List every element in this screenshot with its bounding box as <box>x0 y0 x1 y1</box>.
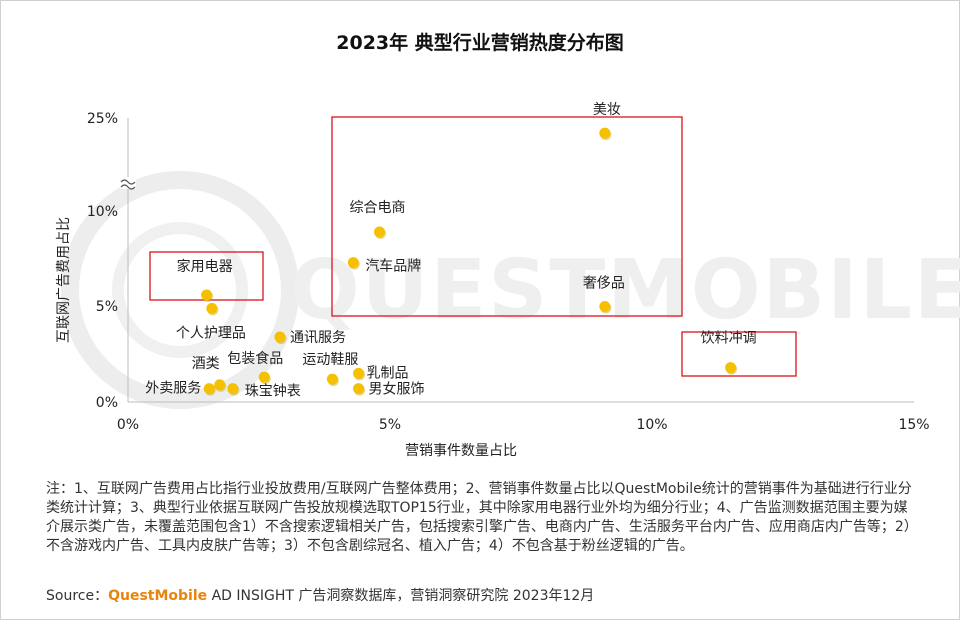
y-tick-label: 25% <box>87 111 118 127</box>
point-label: 通讯服务 <box>290 330 346 346</box>
point-label: 奢侈品 <box>583 276 625 292</box>
data-point: 饮料冲调 <box>701 331 757 375</box>
data-point: 珠宝钟表 <box>227 383 301 400</box>
data-point: 家用电器 <box>177 258 233 303</box>
source-line: Source：QuestMobile AD INSIGHT 广告洞察数据库，营销… <box>46 585 594 605</box>
point-label: 个人护理品 <box>176 325 246 341</box>
data-point: 美妆 <box>593 102 621 141</box>
data-point: 运动鞋服 <box>302 352 358 387</box>
data-point: 个人护理品 <box>176 302 246 341</box>
chart-title: 2023年 典型行业营销热度分布图 <box>336 32 624 54</box>
y-axis-break-mark <box>120 177 136 190</box>
point-marker <box>214 379 226 391</box>
y-tick-label: 10% <box>87 204 118 220</box>
data-point: 酒类 <box>192 356 227 392</box>
highlight-box <box>331 116 683 317</box>
watermark-layer: QUESTMOBILE <box>61 171 960 409</box>
point-label: 外卖服务 <box>145 381 201 397</box>
data-point: 男女服饰 <box>353 381 425 398</box>
point-marker <box>203 383 215 395</box>
point-marker <box>599 127 611 139</box>
chart-notes: 注：1、互联网广告费用占比指行业投放费用/互联网广告整体费用；2、营销事件数量占… <box>46 481 912 554</box>
point-label: 包装食品 <box>227 350 283 367</box>
point-label: 乳制品 <box>367 365 409 381</box>
point-marker <box>353 383 365 395</box>
axes-layer: 0% 5% 10% 15% 0% 5% 10% 25% 营销事件数量占比 互联网广告费用占比 <box>56 111 930 459</box>
point-marker <box>274 331 286 343</box>
scatter-chart: QUESTMOBILE 0% 5% 10% 15% 0% 5% 10% 25% 营销事件数量占比… <box>56 102 960 459</box>
x-axis-title: 营销事件数量占比 <box>405 443 517 459</box>
y-tick-label: 0% <box>96 395 118 411</box>
watermark-logo-inner-ring <box>112 222 248 358</box>
point-label: 综合电商 <box>350 200 406 216</box>
point-marker <box>353 367 365 379</box>
x-tick-label: 5% <box>379 417 401 433</box>
watermark-text: QUESTMOBILE <box>290 243 960 338</box>
x-tick-label: 0% <box>117 417 139 433</box>
source-rest: AD INSIGHT 广告洞察数据库，营销洞察研究院 2023年12月 <box>207 588 595 604</box>
data-point: 通讯服务 <box>274 330 346 346</box>
data-point: 包装食品 <box>227 350 283 385</box>
point-marker <box>201 289 213 301</box>
data-point: 乳制品 <box>353 365 409 381</box>
y-tick-label: 5% <box>96 299 118 315</box>
point-label: 家用电器 <box>177 258 233 275</box>
source-prefix: Source： <box>46 588 109 604</box>
point-marker <box>326 373 338 385</box>
point-label: 珠宝钟表 <box>245 383 301 400</box>
point-marker <box>374 226 386 238</box>
x-tick-label: 10% <box>636 417 667 433</box>
data-point: 综合电商 <box>350 200 406 240</box>
watermark-logo-ring <box>61 171 299 409</box>
y-axis-title: 互联网广告费用占比 <box>56 217 72 343</box>
data-point: 外卖服务 <box>145 381 216 397</box>
point-marker <box>725 362 737 374</box>
point-label: 饮料冲调 <box>701 331 757 347</box>
point-label: 汽车品牌 <box>365 258 421 275</box>
point-marker <box>206 302 218 314</box>
point-label: 男女服饰 <box>369 381 425 398</box>
point-marker <box>227 383 239 395</box>
highlight-box <box>681 331 797 377</box>
point-marker <box>258 371 270 383</box>
point-label: 酒类 <box>192 356 220 372</box>
x-tick-label: 15% <box>898 417 929 433</box>
point-marker <box>599 301 611 312</box>
data-point: 汽车品牌 <box>347 257 421 275</box>
source-brand: QuestMobile <box>108 588 208 604</box>
data-point: 奢侈品 <box>583 276 625 314</box>
point-label: 美妆 <box>593 102 621 118</box>
point-marker <box>347 257 359 269</box>
point-label: 运动鞋服 <box>302 352 358 368</box>
